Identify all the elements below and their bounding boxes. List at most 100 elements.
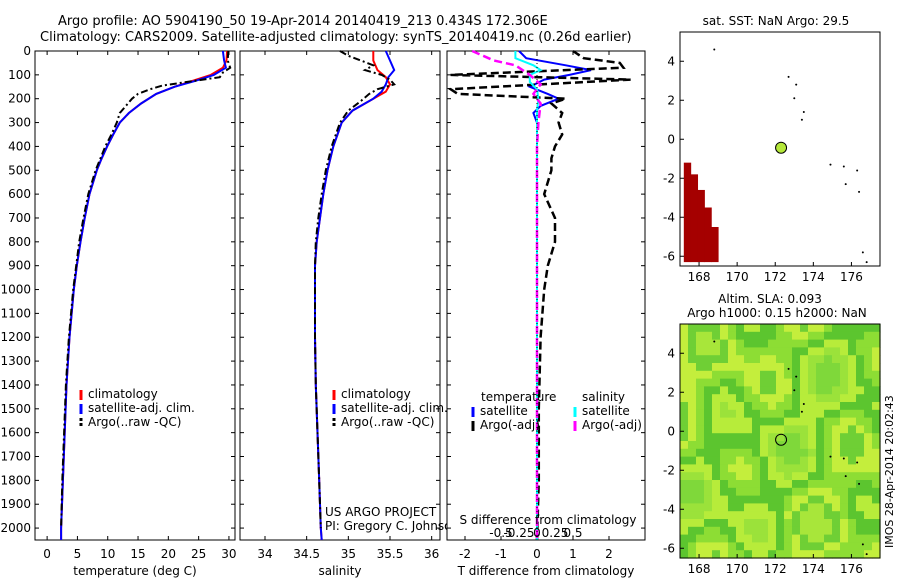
sla-map-heatmap-cell <box>760 378 769 387</box>
sla-map-heatmap-cell <box>848 339 857 348</box>
sla-map-heatmap-cell <box>824 363 833 372</box>
sla-map-heatmap-cell <box>696 526 705 536</box>
sla-map-heatmap-cell <box>704 472 713 481</box>
sla-map-heatmap-cell <box>784 339 793 348</box>
sla-map-heatmap-cell <box>784 409 793 419</box>
sla-map-heatmap-cell <box>736 550 745 559</box>
sla-map-heatmap-cell <box>824 448 833 458</box>
sla-map-heatmap-cell <box>840 347 849 356</box>
sla-map-heatmap-cell <box>832 456 841 465</box>
sla-map-heatmap-cell <box>728 464 737 473</box>
sla-map-heatmap-cell <box>792 503 801 512</box>
sla-map-heatmap-cell <box>848 363 857 372</box>
sla-map-heatmap-cell <box>864 495 873 504</box>
depth-tick-label: 1600 <box>0 426 31 440</box>
sla-map-heatmap-cell <box>816 378 825 387</box>
sla-map-heatmap-cell <box>824 409 833 419</box>
sst-map-land-bar <box>690 174 699 263</box>
sla-map-heatmap-cell <box>864 394 873 403</box>
sla-map-heatmap-cell <box>760 472 769 481</box>
sla-map-heatmap-cell <box>800 456 809 465</box>
sla-map-heatmap-cell <box>680 324 689 333</box>
sla-map-heatmap-cell <box>832 487 841 497</box>
sla-map-heatmap-cell <box>744 519 753 528</box>
sla-map-heatmap-cell <box>728 394 737 403</box>
sla-map-heatmap-cell <box>864 370 873 380</box>
sla-map-heatmap-cell <box>864 448 873 458</box>
sla-map-heatmap-cell <box>688 417 697 426</box>
sla-map-heatmap-cell <box>704 339 713 348</box>
sla-map-heatmap-cell <box>792 347 801 356</box>
sla-map-heatmap-cell <box>760 386 769 395</box>
sla-map-heatmap-cell <box>744 425 753 434</box>
sla-map-island-dot <box>800 410 803 413</box>
sla-map-heatmap-cell <box>800 550 809 559</box>
sla-map-heatmap-cell <box>720 480 729 489</box>
sla-map-heatmap-cell <box>768 402 777 411</box>
sla-map-heatmap-cell <box>864 526 873 536</box>
sla-map-heatmap-cell <box>848 503 857 512</box>
sla-map-heatmap-cell <box>680 347 689 356</box>
sla-map-heatmap-cell <box>768 542 777 551</box>
diff-s-tick-label: -0.5 <box>489 526 512 540</box>
sla-map-heatmap-cell <box>704 433 713 442</box>
sla-map-heatmap-cell <box>832 331 841 341</box>
sla-map-heatmap-cell <box>768 550 777 559</box>
sla-map-heatmap-cell <box>744 386 753 395</box>
sla-map-heatmap-cell <box>824 378 833 387</box>
sla-map-heatmap-cell <box>712 386 721 395</box>
sla-map-heatmap-cell <box>824 472 833 481</box>
sla-map-heatmap-cell <box>760 448 769 458</box>
sla-map-heatmap-cell <box>824 331 833 341</box>
salinity-annotation-pi: PI: Gregory C. Johnson <box>325 519 459 533</box>
sla-map-heatmap-cell <box>792 550 801 559</box>
sla-map-heatmap-cell <box>864 417 873 426</box>
sla-map-x-tick-label: 172 <box>764 562 787 576</box>
sla-map-heatmap-cell <box>704 487 713 497</box>
sla-map-heatmap-cell <box>720 456 729 465</box>
sla-map-heatmap-cell <box>688 409 697 419</box>
sla-map-heatmap-cell <box>720 347 729 356</box>
sla-map-heatmap-cell <box>728 456 737 465</box>
sst-map-y-tick-label: 2 <box>667 93 675 107</box>
depth-tick-label: 600 <box>8 187 31 201</box>
sla-map-heatmap-cell <box>872 441 881 450</box>
sla-map-heatmap-cell <box>680 503 689 512</box>
sla-map-heatmap-cell <box>696 370 705 380</box>
sla-map-heatmap-cell <box>784 370 793 380</box>
sla-map-heatmap-cell <box>840 386 849 395</box>
sst-map-island-dot <box>793 97 796 100</box>
sla-map-heatmap-cell <box>680 519 689 528</box>
sla-map-heatmap-cell <box>784 386 793 395</box>
sla-map-heatmap-cell <box>776 550 785 559</box>
sst-map-x-tick-label: 172 <box>764 270 787 284</box>
sla-map-heatmap-cell <box>784 441 793 450</box>
sla-map-heatmap-cell <box>728 534 737 543</box>
sla-map-heatmap-cell <box>768 363 777 372</box>
depth-tick-label: 200 <box>8 92 31 106</box>
sal-series-argo-raw-qc- <box>314 50 396 529</box>
sla-map-x-tick-label: 174 <box>802 562 825 576</box>
temp-x-tick-label: 30 <box>221 547 236 561</box>
sla-map-heatmap-cell <box>696 417 705 426</box>
sla-map-heatmap-cell <box>856 324 865 333</box>
sla-map-heatmap-cell <box>808 355 817 364</box>
sla-map-subtitle: Argo h1000: 0.15 h2000: NaN <box>687 306 867 320</box>
sla-map-heatmap-cell <box>832 324 841 333</box>
sla-map-heatmap-cell <box>768 480 777 489</box>
sla-map-heatmap-cell <box>736 441 745 450</box>
diff-x-tick-label: -1 <box>495 547 507 561</box>
sla-map-heatmap-cell <box>688 448 697 458</box>
sal-legend-label: satellite-adj. clim. <box>341 401 448 415</box>
sla-map-heatmap-cell <box>768 526 777 536</box>
sla-map-heatmap-cell <box>776 394 785 403</box>
sla-map-heatmap-cell <box>680 472 689 481</box>
sla-map-heatmap-cell <box>872 448 881 458</box>
sla-map-heatmap-cell <box>808 448 817 458</box>
sla-map-heatmap-cell <box>776 409 785 419</box>
sla-map-heatmap-cell <box>768 339 777 348</box>
sst-map-island-dot <box>842 165 845 168</box>
sla-map-heatmap-cell <box>736 402 745 411</box>
sla-map-island-dot <box>858 482 861 485</box>
sla-map-heatmap-cell <box>872 511 881 520</box>
